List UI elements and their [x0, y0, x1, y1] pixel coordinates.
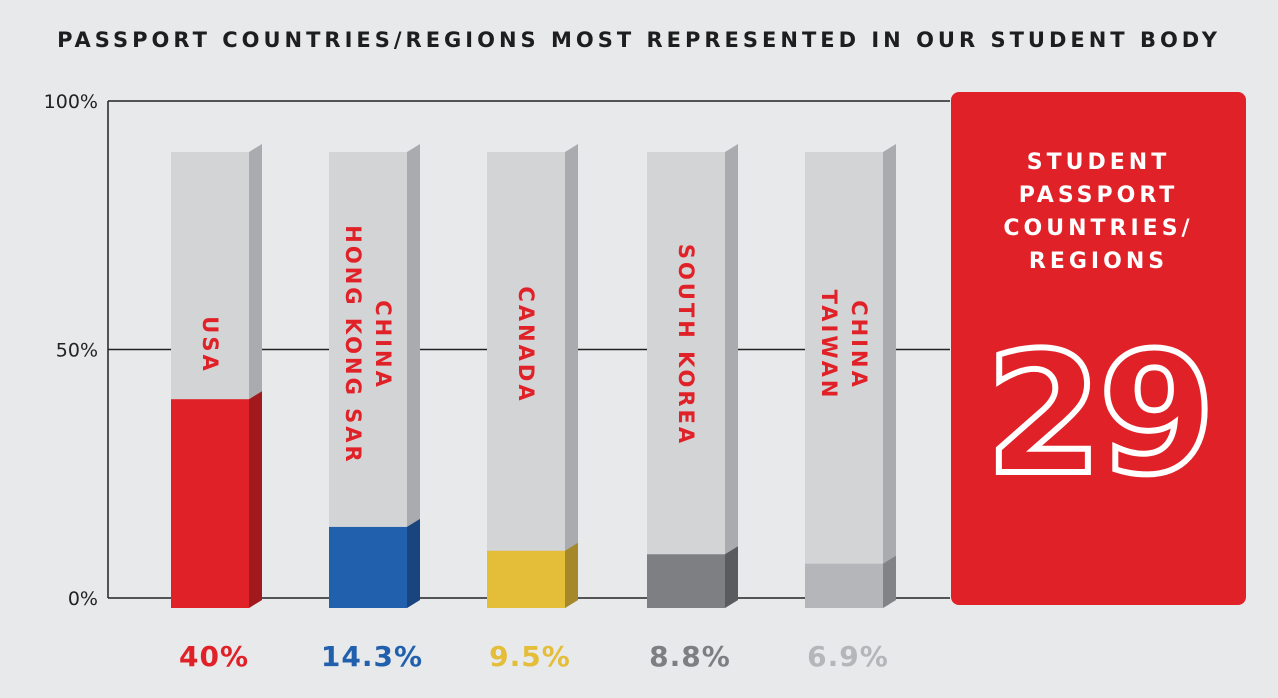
- bar: CANADA: [487, 144, 578, 608]
- bar-fill-side: [883, 555, 896, 608]
- bar-value-label: 14.3%: [321, 640, 423, 673]
- bar-value-label: 9.5%: [489, 640, 571, 673]
- bar-value-label: 40%: [179, 640, 249, 673]
- bar-category-line: HONG KONG SAR: [341, 225, 365, 464]
- bar-fill: [171, 399, 249, 608]
- bar-category-line: TAIWAN: [817, 290, 841, 401]
- bar-fill: [647, 554, 725, 608]
- summary-panel: STUDENT PASSPORT COUNTRIES/ REGIONS 29: [951, 92, 1246, 605]
- bar-fill-side: [725, 546, 738, 608]
- y-tick-label: 100%: [44, 91, 98, 113]
- chart-title: PASSPORT COUNTRIES/REGIONS MOST REPRESEN…: [57, 28, 1221, 52]
- bar-category-label: SOUTH KOREA: [674, 244, 698, 446]
- bar-category-label: HONG KONG SAR CHINA: [341, 225, 395, 464]
- bar-track-side: [407, 144, 420, 608]
- bar: TAIWAN CHINA: [805, 144, 896, 608]
- panel-label: STUDENT PASSPORT COUNTRIES/ REGIONS: [1003, 150, 1194, 274]
- bar-track: [487, 152, 565, 608]
- bar-fill-side: [565, 542, 578, 608]
- bar-track-side: [565, 144, 578, 608]
- y-tick-label: 50%: [56, 340, 98, 362]
- bar-fill: [805, 563, 883, 608]
- value-labels-group: 40% 14.3% 9.5% 8.8% 6.9%: [179, 640, 889, 673]
- bar-fill-side: [407, 518, 420, 608]
- bar-category-line: SOUTH KOREA: [674, 244, 698, 446]
- panel-number: 29: [951, 313, 1246, 515]
- panel-number-value: 29: [983, 313, 1219, 515]
- bar-category-label: CANADA: [514, 286, 538, 403]
- bar: HONG KONG SAR CHINA: [329, 144, 420, 608]
- bar-track-side: [883, 144, 896, 608]
- bar-category-line: CHINA: [847, 300, 871, 390]
- bar-category-line: CHINA: [371, 300, 395, 390]
- y-tick-label: 0%: [68, 588, 98, 610]
- bar-track-side: [725, 144, 738, 608]
- bar-value-label: 8.8%: [649, 640, 731, 673]
- bar-category-label: TAIWAN CHINA: [817, 290, 871, 401]
- bar-category-label: USA: [198, 316, 222, 373]
- bar-category-line: CANADA: [514, 286, 538, 403]
- bars-group: USA HONG KONG SAR CHINA CANADA SOUTH KOREA TA…: [171, 144, 896, 608]
- bar: SOUTH KOREA: [647, 144, 738, 608]
- bar-category-line: USA: [198, 316, 222, 373]
- bar-track: [805, 152, 883, 608]
- bar-fill: [329, 526, 407, 608]
- bar-fill: [487, 550, 565, 608]
- bar-value-label: 6.9%: [807, 640, 889, 673]
- bar-track: [647, 152, 725, 608]
- bar: USA: [171, 144, 262, 608]
- bar-fill-side: [249, 391, 262, 608]
